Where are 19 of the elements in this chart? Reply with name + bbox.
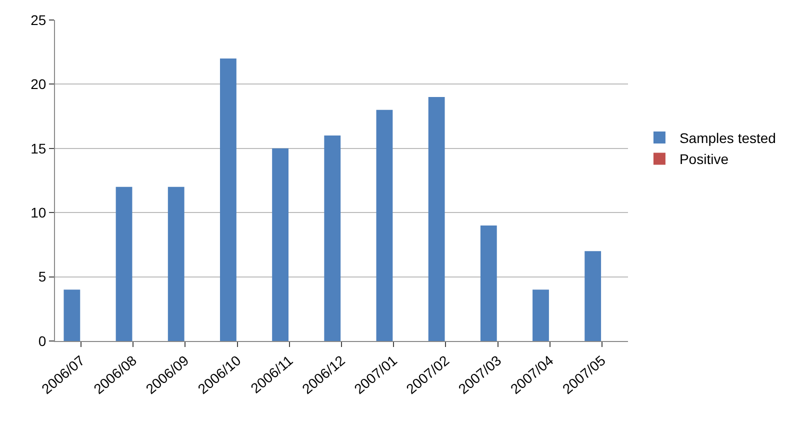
bar [220, 58, 236, 341]
y-tick-label: 0 [38, 332, 46, 349]
bar [64, 290, 80, 341]
bar [272, 148, 288, 341]
y-tick-label: 20 [30, 76, 46, 92]
y-tick-label: 15 [30, 140, 46, 156]
bar [584, 251, 602, 341]
y-tick-label: 10 [30, 204, 46, 220]
legend-label: Positive [679, 151, 729, 168]
y-tick-label: 5 [38, 268, 46, 285]
bar [480, 225, 497, 341]
legend-label: Samples tested [679, 130, 776, 146]
bar [428, 97, 445, 341]
bar [376, 110, 393, 341]
bar [324, 136, 341, 341]
bar [168, 186, 184, 341]
bar [532, 290, 549, 341]
bar [116, 186, 132, 341]
y-tick-label: 25 [30, 12, 46, 28]
